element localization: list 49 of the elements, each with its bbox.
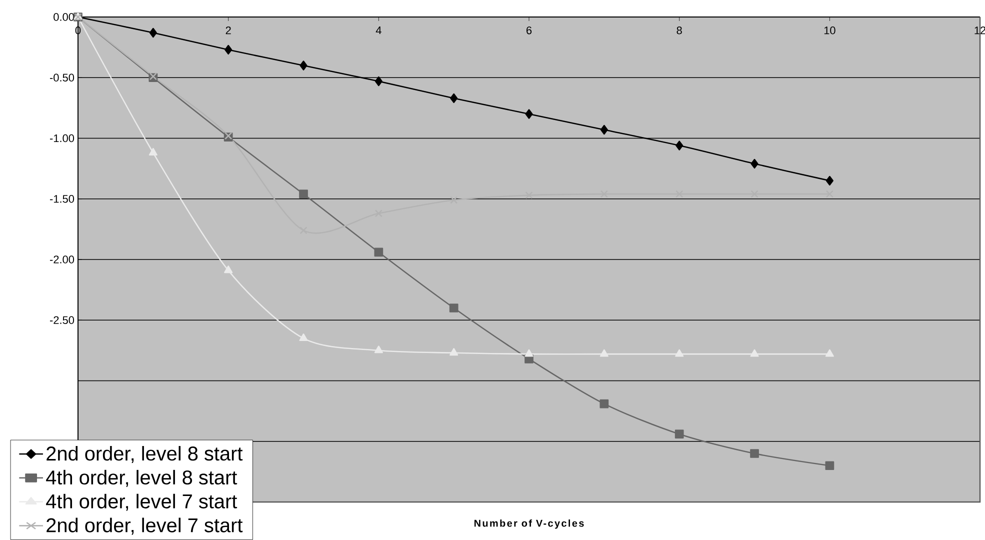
y-tick-label: 0.00 [54, 13, 74, 21]
point [826, 176, 834, 186]
point [149, 28, 157, 38]
point [600, 190, 608, 198]
point [826, 190, 834, 198]
point [374, 346, 383, 354]
point [750, 158, 758, 169]
point [600, 399, 609, 408]
x-tick-label: 6 [526, 26, 532, 34]
point [600, 349, 608, 357]
point [750, 449, 759, 458]
point [825, 461, 834, 470]
point [224, 44, 232, 55]
point [675, 349, 684, 357]
legend-label: 4th order, level 8 start [46, 470, 238, 487]
point [525, 109, 533, 119]
point [525, 191, 533, 200]
x-tick-label: 2 [226, 26, 231, 34]
y-tick-label: -2.00 [50, 256, 74, 264]
point [299, 333, 308, 342]
x-tick-label: 10 [824, 26, 836, 34]
point [450, 196, 458, 204]
point [374, 248, 384, 257]
point [676, 140, 684, 150]
point [148, 148, 158, 156]
point [299, 190, 308, 198]
x-tick-label: 4 [376, 26, 382, 34]
point [524, 349, 534, 357]
y-tick-label: -1.00 [50, 134, 74, 142]
point [750, 190, 758, 198]
y-tick-label: -1.50 [50, 195, 74, 203]
point [374, 76, 382, 86]
legend-label: 2nd order, level 8 start [46, 446, 243, 463]
x-axis-title: Number of V-cycles [474, 519, 584, 529]
point [600, 124, 608, 135]
point [300, 60, 308, 70]
point [676, 190, 684, 198]
x-tick-label: 8 [676, 26, 682, 34]
point [450, 348, 458, 356]
y-tick-label: -0.50 [50, 74, 74, 82]
point [224, 266, 233, 274]
y-tick-label: -2.50 [50, 316, 74, 324]
point [750, 349, 759, 357]
point [449, 304, 458, 312]
point [825, 349, 834, 357]
legend-label: 4th order, level 7 start [46, 494, 238, 511]
point [674, 430, 684, 439]
point [450, 93, 458, 104]
legend-label: 2nd order, level 7 start [46, 518, 243, 535]
